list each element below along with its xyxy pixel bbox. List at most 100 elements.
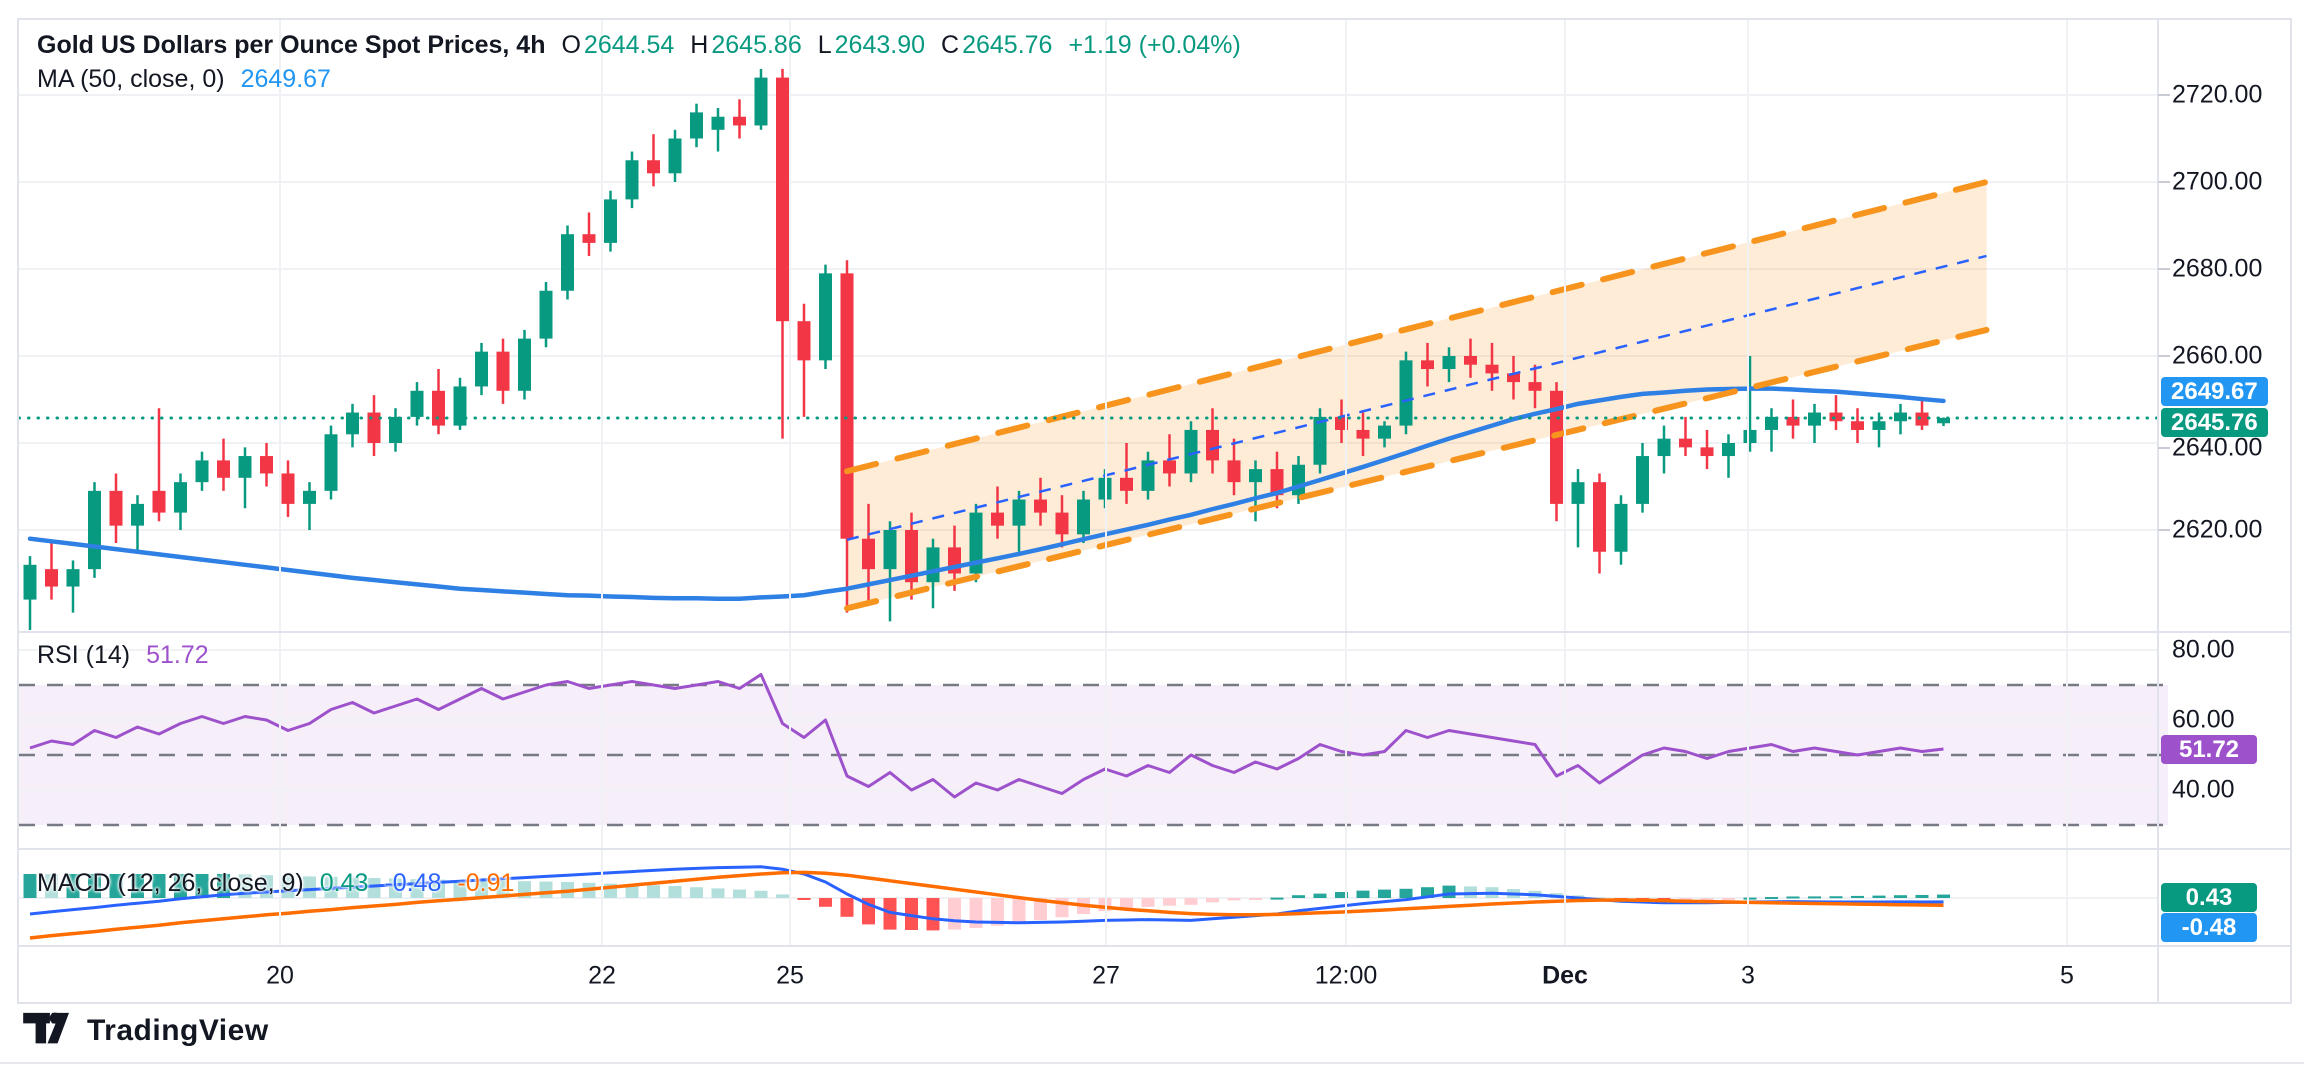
ohlc-open: O 2644.54 xyxy=(561,31,675,59)
candle-body xyxy=(1270,469,1284,496)
price-axis-label: 2680.00 xyxy=(2172,254,2263,283)
last-price-badge: 2645.76 xyxy=(2161,408,2268,437)
rsi-pane[interactable] xyxy=(19,649,2174,827)
price-axis-label: 80.00 xyxy=(2172,635,2235,664)
candle-body xyxy=(152,490,166,513)
candle-body xyxy=(1485,364,1499,374)
candle-body xyxy=(733,116,746,126)
main-chart-pane[interactable] xyxy=(17,68,2160,631)
candle-body xyxy=(303,490,316,504)
time-axis-label: Dec xyxy=(1542,961,1588,990)
macd-histogram-bar xyxy=(1012,898,1026,924)
candle-body xyxy=(625,160,639,200)
macd-histogram-bar xyxy=(432,879,445,898)
price-axis-label: 2620.00 xyxy=(2172,515,2263,544)
candle-body xyxy=(1356,429,1370,439)
price-axis-label: 2700.00 xyxy=(2172,167,2263,196)
macd-histogram-bar xyxy=(1399,888,1413,898)
time-axis-label: 25 xyxy=(776,961,804,990)
candle-body xyxy=(238,456,252,478)
macd-histogram-bar xyxy=(1270,897,1284,900)
macd-histogram-bar xyxy=(668,886,682,898)
macd-histogram-bar xyxy=(1700,898,1714,900)
candle-body xyxy=(1657,438,1671,457)
macd-histogram-bar xyxy=(1743,897,1757,900)
candle-body xyxy=(1786,416,1800,426)
macd-histogram-bar xyxy=(1421,887,1434,898)
tradingview-logo-icon xyxy=(23,1012,69,1044)
candle-body xyxy=(1636,456,1649,504)
candle-body xyxy=(66,569,80,587)
candle-body xyxy=(1249,469,1262,483)
candle-body xyxy=(1722,443,1735,457)
macd-histogram-bar xyxy=(625,884,639,898)
main-legend: Gold US Dollars per Ounce Spot Prices, 4… xyxy=(37,28,1241,96)
macd-histogram-bar xyxy=(711,888,725,898)
candle-body xyxy=(1421,360,1434,370)
channel-fill xyxy=(847,182,1987,609)
candle-body xyxy=(131,503,144,526)
ma-value: 2649.67 xyxy=(240,65,331,93)
ma-legend-row[interactable]: MA (50, close, 0) 2649.67 xyxy=(37,62,1241,96)
macd-histogram-bar xyxy=(152,874,166,898)
candle-body xyxy=(1120,477,1133,491)
candle-body xyxy=(1765,416,1778,430)
candle-body xyxy=(1571,482,1585,504)
candle-body xyxy=(1227,460,1241,483)
candle-body xyxy=(475,351,488,387)
candle-body xyxy=(1743,429,1757,443)
ma-price-badge: 2649.67 xyxy=(2161,377,2268,406)
tradingview-logo[interactable]: TradingView xyxy=(22,1010,269,1052)
channel-lower-line xyxy=(844,326,1990,612)
chart-chrome[interactable] xyxy=(17,18,2292,1004)
candle-body xyxy=(367,412,381,443)
ma-title: MA (50, close, 0) xyxy=(37,65,225,93)
macd-histogram-bar xyxy=(733,889,746,898)
macd-hist-badge: 0.43 xyxy=(2161,883,2257,912)
macd-histogram-bar xyxy=(1184,898,1198,905)
macd-histogram-bar xyxy=(45,874,58,898)
candle-body xyxy=(582,234,596,243)
macd-histogram-bar xyxy=(109,874,123,898)
macd-histogram-bar xyxy=(1292,895,1305,898)
candle-body xyxy=(991,512,1004,526)
macd-histogram-bar xyxy=(1808,896,1821,899)
candle-body xyxy=(1055,512,1069,535)
macd-histogram-bar xyxy=(1378,889,1391,898)
candle-body xyxy=(346,412,359,435)
candle-body xyxy=(518,338,531,391)
candle-body xyxy=(1378,425,1391,439)
macd-histogram-bar xyxy=(1249,898,1262,900)
candle-body xyxy=(1292,464,1305,496)
time-axis-label: 5 xyxy=(2060,961,2074,990)
candle-body xyxy=(776,77,789,322)
candle-body xyxy=(926,547,940,583)
macd-histogram-bar xyxy=(217,874,230,898)
macd-legend-row[interactable]: MACD (12, 26, close, 9) 0.43 -0.48 -0.91 xyxy=(37,866,514,900)
macd-histogram-bar xyxy=(1227,898,1241,901)
macd-histogram-bar xyxy=(840,898,854,917)
macd-histogram-bar xyxy=(1206,898,1219,903)
candle-body xyxy=(883,530,897,570)
price-axis-label: 2660.00 xyxy=(2172,341,2263,370)
macd-histogram-bar xyxy=(1937,894,1950,898)
candle-body xyxy=(1012,499,1026,526)
macd-histogram-bar xyxy=(1679,898,1692,900)
macd-histogram-bar xyxy=(475,880,488,898)
macd-histogram-bar xyxy=(1313,893,1327,898)
macd-histogram-bar xyxy=(819,898,832,907)
macd-histogram-bar xyxy=(1141,898,1155,907)
candle-body xyxy=(1915,412,1929,426)
channel-upper-line xyxy=(844,179,1990,475)
macd-pane[interactable] xyxy=(19,865,2158,940)
price-axis-label: 40.00 xyxy=(2172,775,2235,804)
macd-line-value: -0.48 xyxy=(384,869,442,897)
macd-histogram-bar xyxy=(797,898,811,900)
candle-body xyxy=(1077,499,1090,535)
ohlc-high: H 2645.86 xyxy=(690,31,802,59)
symbol-legend-row[interactable]: Gold US Dollars per Ounce Spot Prices, 4… xyxy=(37,28,1241,62)
rsi-value: 51.72 xyxy=(146,641,209,669)
macd-histogram-bar xyxy=(1915,894,1929,898)
rsi-legend-row[interactable]: RSI (14) 51.72 xyxy=(37,638,209,672)
